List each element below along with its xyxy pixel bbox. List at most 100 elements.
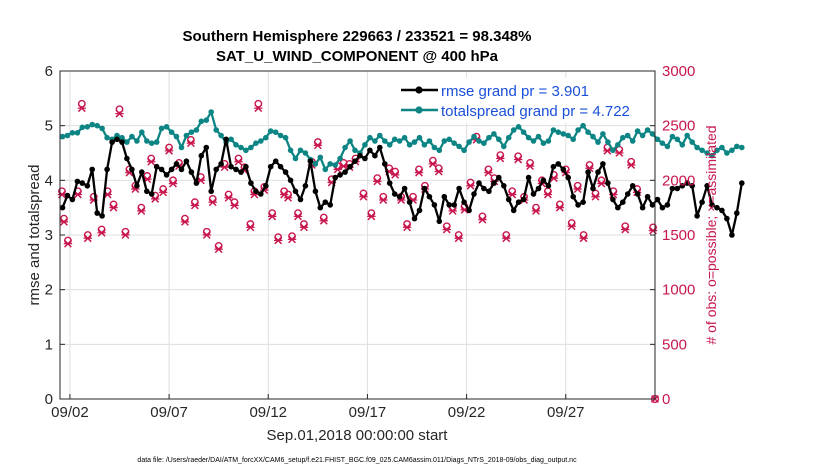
totalspread-point <box>431 144 438 151</box>
totalspread-point <box>337 155 343 162</box>
rmse-point <box>610 196 616 203</box>
rmse-point <box>362 155 368 162</box>
rmse-point <box>342 169 348 175</box>
totalspread-point <box>501 143 507 150</box>
legend-box <box>394 77 652 123</box>
totalspread-point <box>297 147 304 154</box>
obs-assimilated-point <box>137 207 146 215</box>
totalspread-point <box>421 142 428 148</box>
rmse-point <box>406 199 413 205</box>
totalspread-point <box>610 147 616 154</box>
totalspread-point <box>119 134 125 141</box>
totalspread-point <box>580 122 586 129</box>
rmse-point <box>441 193 448 200</box>
rmse-point <box>69 196 76 203</box>
rmse-point <box>64 192 71 199</box>
totalspread-point <box>724 150 730 156</box>
obs-assimilated-point <box>283 193 293 202</box>
totalspread-point <box>104 134 110 141</box>
obs-assimilated-point <box>121 231 130 239</box>
totalspread-point <box>386 142 393 148</box>
totalspread-point <box>446 136 453 143</box>
legend-spread-marker <box>415 106 423 114</box>
totalspread-point <box>600 131 606 137</box>
totalspread-point <box>367 134 373 141</box>
plot-data <box>57 99 745 404</box>
rmse-point <box>436 218 443 225</box>
rmse-point <box>213 166 219 173</box>
obs-assimilated-point <box>442 225 451 234</box>
totalspread-point <box>654 136 661 143</box>
obs-assimilated-point <box>567 222 576 231</box>
rmse-point <box>59 204 66 211</box>
totalspread-point <box>555 129 562 135</box>
y-tick-label: 0 <box>45 391 53 408</box>
y-right-tick-label: 3000 <box>662 63 695 80</box>
y-tick-label: 3 <box>45 227 53 244</box>
obs-assimilated-point <box>164 146 174 155</box>
totalspread-point <box>689 139 695 145</box>
chart-title: Southern Hemisphere 229663 / 233521 = 98… <box>183 28 532 45</box>
y-tick-label: 6 <box>45 63 53 80</box>
rmse-point <box>600 161 606 167</box>
rmse-point <box>684 180 690 186</box>
totalspread-point <box>263 134 269 141</box>
rmse-point <box>704 183 710 189</box>
totalspread-point <box>347 138 353 144</box>
obs-assimilated-point <box>180 217 190 226</box>
rmse-point <box>654 196 661 203</box>
y-right-tick-label: 1000 <box>662 282 695 299</box>
rmse-point <box>535 185 542 192</box>
rmse-point <box>253 188 259 195</box>
totalspread-point <box>59 133 66 140</box>
rmse-point <box>724 215 730 222</box>
y-tick-label: 5 <box>45 118 53 135</box>
y-tick-label: 4 <box>45 172 53 189</box>
obs-assimilated-point <box>428 160 438 168</box>
totalspread-point <box>391 136 398 143</box>
obs-assimilated-point <box>63 239 73 248</box>
rmse-point <box>644 193 651 200</box>
obs-assimilated-point <box>513 155 523 164</box>
totalspread-point <box>208 109 214 115</box>
totalspread-point <box>545 138 552 144</box>
totalspread-point <box>372 138 378 144</box>
rmse-point <box>719 207 725 214</box>
y-right-tick-label: 2500 <box>662 118 695 135</box>
totalspread-point <box>193 127 200 133</box>
totalspread-point <box>168 129 175 135</box>
obs-possible-point <box>115 105 124 114</box>
totalspread-point <box>739 144 745 151</box>
rmse-point <box>223 136 229 143</box>
totalspread-point <box>253 140 259 146</box>
rmse-point <box>624 191 631 197</box>
rmse-point <box>357 152 363 159</box>
obs-assimilated-point <box>402 223 412 232</box>
totalspread-point <box>615 142 621 148</box>
rmse-point <box>307 158 314 164</box>
totalspread-point <box>188 129 195 135</box>
rmse-point <box>258 191 264 197</box>
rmse-point <box>163 172 170 178</box>
totalspread-point <box>540 140 547 146</box>
totalspread-point <box>734 143 740 150</box>
rmse-point <box>208 188 214 195</box>
obs-assimilated-point <box>454 234 463 243</box>
totalspread-point <box>595 139 601 145</box>
totalspread-point <box>352 147 358 154</box>
rmse-point <box>545 183 552 189</box>
obs-assimilated-point <box>597 179 606 188</box>
rmse-point <box>411 215 418 222</box>
totalspread-point <box>312 161 319 167</box>
rmse-point <box>664 202 671 208</box>
rmse-point <box>188 169 195 175</box>
rmse-point <box>173 161 180 167</box>
rmse-point <box>287 177 294 184</box>
rmse-point <box>679 183 686 189</box>
totalspread-point <box>406 142 413 148</box>
obs-assimilated-point <box>97 228 106 237</box>
rmse-point <box>620 199 626 205</box>
rmse-point <box>94 210 100 216</box>
obs-assimilated-point <box>83 234 92 243</box>
